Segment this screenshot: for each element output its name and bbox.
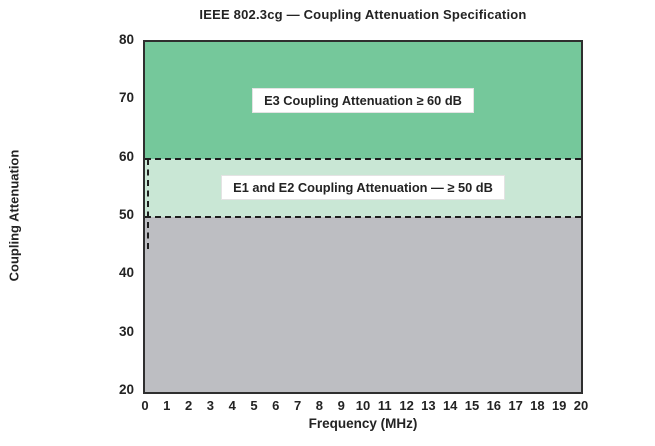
x-tick-14: 14: [442, 398, 458, 413]
x-axis-tick-labels: 0 1 2 3 4 5 6 7 8 9 10 11 12 13 14 15 16 17 18 19 20: [141, 398, 588, 414]
x-tick-18: 18: [530, 398, 545, 413]
x-tick-3: 3: [206, 398, 215, 413]
x-tick-1: 1: [163, 398, 171, 413]
x-tick-12: 12: [399, 398, 414, 413]
e3-region-label: E3 Coupling Attenuation ≥ 60 dB: [252, 87, 474, 113]
x-tick-8: 8: [315, 398, 324, 413]
x-tick-10: 10: [355, 398, 371, 413]
x-tick-5: 5: [250, 398, 258, 413]
e3-region: E3 Coupling Attenuation ≥ 60 dB: [145, 42, 581, 159]
y-tick-60: 60: [118, 148, 134, 164]
x-tick-13: 13: [421, 398, 436, 413]
x-tick-0: 0: [141, 398, 149, 413]
y-tick-50: 50: [118, 207, 134, 222]
x-tick-6: 6: [272, 398, 280, 413]
x-tick-20: 20: [573, 398, 589, 413]
threshold-line-50db: [145, 216, 581, 218]
y-tick-30: 30: [118, 323, 134, 339]
x-tick-2: 2: [184, 398, 193, 413]
x-tick-19: 19: [551, 398, 567, 413]
below-spec-region: [145, 217, 581, 392]
x-tick-11: 11: [377, 398, 392, 413]
x-tick-16: 16: [486, 398, 502, 413]
x-tick-17: 17: [508, 398, 523, 413]
e1-e2-region-label: E1 and E2 Coupling Attenuation — ≥ 50 dB: [221, 175, 505, 201]
y-tick-20: 20: [118, 382, 134, 397]
x-tick-7: 7: [293, 398, 302, 413]
e1-e2-region: E1 and E2 Coupling Attenuation — ≥ 50 dB: [145, 158, 581, 217]
x-tick-9: 9: [337, 398, 345, 413]
y-tick-80: 80: [118, 32, 134, 47]
x-tick-4: 4: [228, 398, 236, 413]
threshold-line-60db: [145, 157, 581, 160]
y-tick-70: 70: [118, 90, 134, 106]
plot-area: E3 Coupling Attenuation ≥ 60 dB E1 and E2…: [143, 40, 583, 394]
x-tick-15: 15: [464, 398, 480, 413]
chart-title: IEEE 802.3cg — Coupling Attenuation Spec…: [199, 7, 527, 22]
y-axis-title: Coupling Attenuation: [6, 149, 22, 282]
low-frequency-boundary-line: [147, 158, 150, 250]
x-axis-title: Frequency (MHz): [308, 416, 418, 431]
y-tick-40: 40: [118, 265, 134, 281]
y-axis-tick-labels: 20 30 40 50 60 70 80: [90, 32, 134, 397]
